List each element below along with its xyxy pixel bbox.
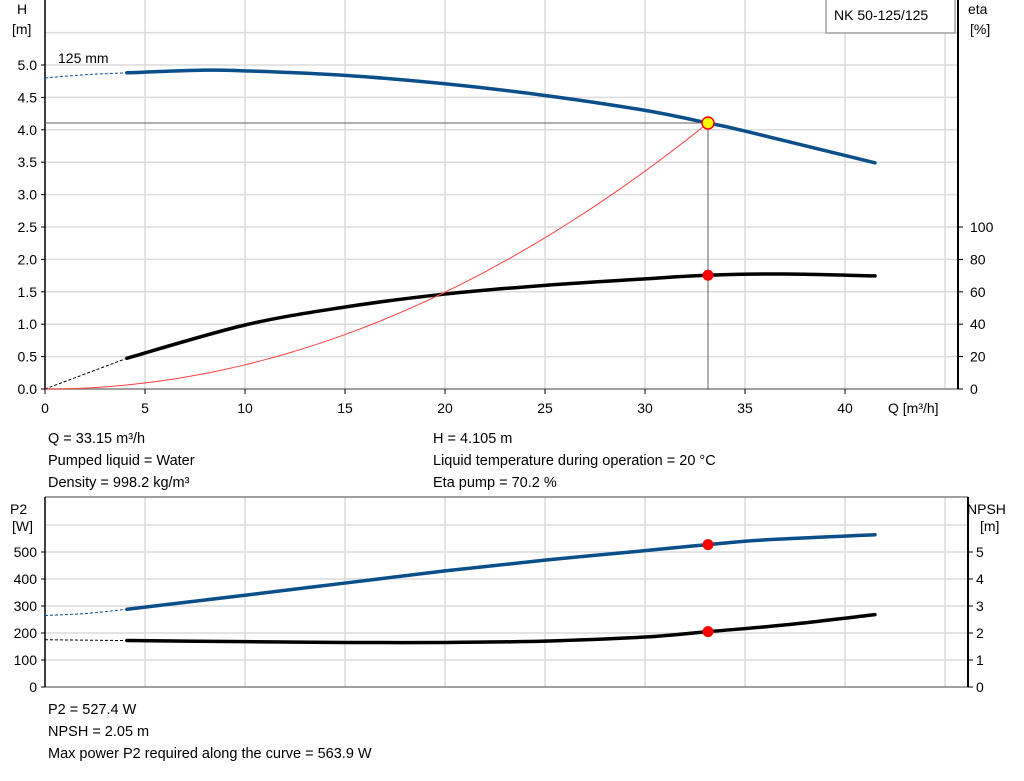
y-tick-label-left: 400 [14,571,38,587]
y-tick-label-left: 1.0 [18,316,38,332]
npsh-curve [125,612,877,645]
duty-point-marker [701,116,715,130]
info-flow: Q = 33.15 m³/h [48,431,146,447]
h-curve [125,68,877,165]
y-axis-label-left-unit: [m] [12,21,31,37]
info-liquid: Pumped liquid = Water [48,453,195,469]
p2-duty-point-marker [702,539,714,551]
info-npsh: NPSH = 2.05 m [48,724,150,740]
y-axis-label-right: NPSH [967,501,1006,517]
y-tick-label-right: 5 [976,544,984,560]
y-tick-label-right: 100 [970,219,994,235]
info-head: H = 4.105 m [433,431,513,447]
y-tick-label-left: 100 [14,652,38,668]
y-tick-label-right: 80 [970,251,986,267]
y-tick-label-left: 500 [14,544,38,560]
npsh-duty-point-marker [702,626,714,638]
y-tick-label-right: 40 [970,316,986,332]
y-tick-label-left: 3.0 [18,187,38,203]
y-axis-label-left: P2 [10,501,27,517]
x-tick-label: 40 [837,400,853,416]
y-tick-label-right: 3 [976,598,984,614]
y-axis-label-left: H [17,1,27,17]
x-tick-label: 10 [237,400,253,416]
npsh-curve-extrapolated [44,639,128,642]
y-tick-label-right: 4 [976,571,984,587]
x-tick-label: 0 [41,400,49,416]
y-tick-label-right: 0 [976,679,984,695]
y-tick-label-right: 1 [976,652,984,668]
info-density: Density = 998.2 kg/m³ [48,475,190,491]
info-eta: Eta pump = 70.2 % [433,475,557,491]
y-tick-label-left: 0 [29,679,37,695]
y-axis-label-left-unit: [W] [12,518,33,534]
y-tick-label-left: 3.5 [18,154,38,170]
y-axis-label-right: eta [968,1,988,17]
y-tick-label-left: 0.5 [18,349,38,365]
x-tick-label: 15 [337,400,353,416]
info-p2: P2 = 527.4 W [48,702,137,718]
y-tick-label-left: 5.0 [18,57,38,73]
y-tick-label-left: 2.5 [18,219,38,235]
p2-curve [125,532,877,611]
x-tick-label: 35 [737,400,753,416]
info-max-power: Max power P2 required along the curve = … [48,746,372,762]
eta-curve [125,272,877,360]
impeller-size-label: 125 mm [58,50,109,66]
y-tick-label-right: 0 [970,381,978,397]
y-axis-label-right-unit: [m] [980,518,999,534]
y-axis-label-right-unit: [%] [970,21,990,37]
x-tick-label: 20 [437,400,453,416]
h-curve-extrapolated [44,72,128,79]
x-tick-label: 5 [141,400,149,416]
y-tick-label-left: 300 [14,598,38,614]
x-tick-label: 25 [537,400,553,416]
x-tick-label: 30 [637,400,653,416]
x-axis-label: Q [m³/h] [888,400,939,416]
eta-curve-extrapolated [44,357,128,390]
y-tick-label-left: 4.5 [18,89,38,105]
system-curve [44,122,709,390]
y-tick-label-left: 1.5 [18,284,38,300]
legend-box [825,0,956,34]
y-tick-label-right: 20 [970,349,986,365]
y-tick-label-left: 2.0 [18,251,38,267]
p2-curve-extrapolated [44,608,128,616]
y-tick-label-left: 4.0 [18,122,38,138]
info-temperature: Liquid temperature during operation = 20… [433,453,716,469]
y-tick-label-left: 200 [14,625,38,641]
legend-pump-model: NK 50-125/125 [834,7,928,23]
eta-duty-point-marker [702,269,714,281]
y-tick-label-left: 0.0 [18,381,38,397]
y-tick-label-right: 60 [970,284,986,300]
y-tick-label-right: 2 [976,625,984,641]
